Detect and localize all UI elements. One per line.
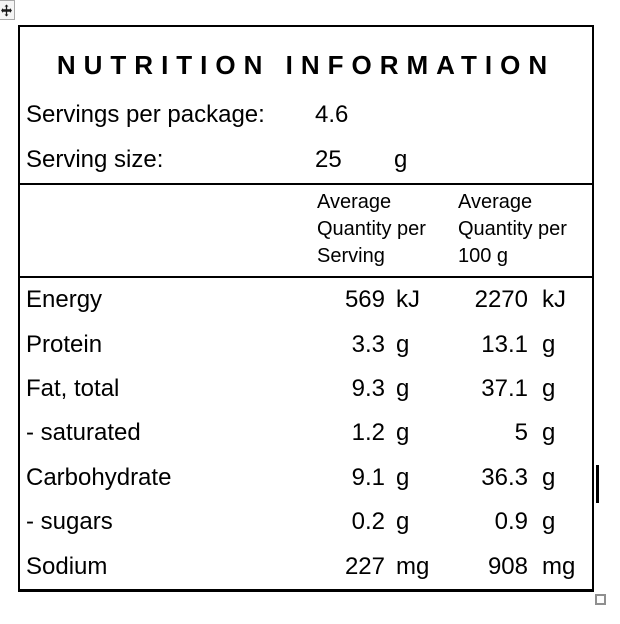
per-100g-unit: g xyxy=(542,375,556,403)
nutrient-row-energy[interactable]: Energy 569 kJ 2270 kJ xyxy=(20,278,592,322)
per-serving-value: 9.1 xyxy=(351,463,385,491)
nutrient-row-saturated[interactable]: - saturated 1.2 g 5 g xyxy=(20,411,592,455)
col-header-per-100g-line1: Average xyxy=(458,191,533,213)
nutrient-label: Sodium xyxy=(26,552,108,580)
per-serving-unit: g xyxy=(396,463,410,491)
text-caret xyxy=(596,465,599,503)
nutrient-label: - sugars xyxy=(26,508,113,536)
servings-per-package-value: 4.6 xyxy=(315,101,349,128)
per-serving-unit: mg xyxy=(396,552,430,580)
per-serving-unit: kJ xyxy=(396,286,420,314)
table-title[interactable]: NUTRITION INFORMATION xyxy=(56,50,556,80)
nutrient-row-sodium[interactable]: Sodium 227 mg 908 mg xyxy=(20,545,592,589)
table-resize-handle[interactable] xyxy=(595,594,606,605)
per-100g-unit: g xyxy=(542,330,556,358)
nutrient-label: Fat, total xyxy=(26,375,120,403)
serving-size-value: 25 xyxy=(315,146,342,173)
column-headers-section: Average Quantity per Serving Average Qua… xyxy=(20,185,592,278)
per-100g-unit: g xyxy=(542,508,556,536)
per-100g-unit: g xyxy=(542,463,556,491)
nutrient-rows-section: Energy 569 kJ 2270 kJ Protein 3.3 g 13.1… xyxy=(20,278,592,589)
serving-size-unit: g xyxy=(394,146,408,173)
nutrient-label: Energy xyxy=(26,286,103,314)
per-serving-value: 3.3 xyxy=(351,330,385,358)
per-serving-unit: g xyxy=(396,330,410,358)
per-serving-unit: g xyxy=(396,375,410,403)
serving-size-label: Serving size: xyxy=(26,146,164,173)
per-100g-value: 13.1 xyxy=(481,330,528,358)
table-header-section: NUTRITION INFORMATION Servings per packa… xyxy=(20,27,592,185)
per-serving-unit: g xyxy=(396,508,410,536)
per-100g-value: 37.1 xyxy=(481,375,528,403)
servings-per-package-label: Servings per package: xyxy=(26,101,265,128)
per-100g-value: 5 xyxy=(514,419,528,447)
nutrient-label: Carbohydrate xyxy=(26,463,172,491)
per-100g-unit: g xyxy=(542,419,556,447)
nutrient-row-protein[interactable]: Protein 3.3 g 13.1 g xyxy=(20,322,592,366)
per-serving-value: 0.2 xyxy=(351,508,385,536)
per-100g-unit: mg xyxy=(542,552,576,580)
per-100g-value: 36.3 xyxy=(481,463,528,491)
col-header-per-100g-line3: 100 g xyxy=(458,245,509,267)
per-serving-value: 9.3 xyxy=(351,375,385,403)
nutrition-table[interactable]: NUTRITION INFORMATION Servings per packa… xyxy=(18,25,594,592)
col-header-per-100g-line2: Quantity per xyxy=(458,218,567,240)
nutrient-row-sugars[interactable]: - sugars 0.2 g 0.9 g xyxy=(20,500,592,544)
per-100g-unit: kJ xyxy=(542,286,566,314)
per-100g-value: 0.9 xyxy=(494,508,528,536)
col-header-per-serving[interactable]: Average Quantity per Serving xyxy=(317,189,426,270)
per-100g-value: 908 xyxy=(487,552,528,580)
table-move-handle[interactable] xyxy=(0,0,15,20)
col-header-per-100g[interactable]: Average Quantity per 100 g xyxy=(458,189,567,270)
per-serving-value: 227 xyxy=(344,552,385,580)
move-icon xyxy=(0,4,12,16)
per-serving-value: 569 xyxy=(344,286,385,314)
nutrient-label: Protein xyxy=(26,330,103,358)
col-header-per-serving-line2: Quantity per xyxy=(317,218,426,240)
per-100g-value: 2270 xyxy=(474,286,528,314)
per-serving-value: 1.2 xyxy=(351,419,385,447)
nutrient-label: - saturated xyxy=(26,419,141,447)
col-header-per-serving-line3: Serving xyxy=(317,245,385,267)
col-header-per-serving-line1: Average xyxy=(317,191,392,213)
per-serving-unit: g xyxy=(396,419,410,447)
nutrient-row-fat-total[interactable]: Fat, total 9.3 g 37.1 g xyxy=(20,367,592,411)
nutrient-row-carbohydrate[interactable]: Carbohydrate 9.1 g 36.3 g xyxy=(20,456,592,500)
